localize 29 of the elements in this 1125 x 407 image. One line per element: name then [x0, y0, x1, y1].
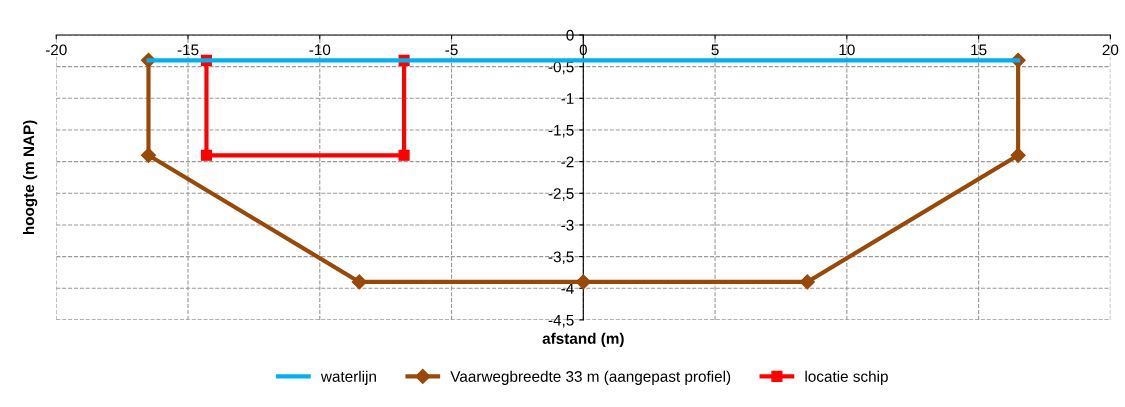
y-tick-label: -4,5: [548, 314, 574, 328]
legend-label: locatie schip: [805, 370, 888, 385]
x-tick-label: 10: [839, 44, 855, 56]
point: [200, 149, 213, 161]
y-tick-label: -3: [561, 219, 574, 231]
x-tick-label: 15: [971, 44, 987, 56]
point: [1010, 147, 1026, 163]
point: [575, 274, 591, 290]
x-tick-label: -5: [445, 44, 458, 56]
legend-label: Vaarwegbreedte 33 m (aangepast profiel): [450, 370, 731, 385]
x-tick-label: -20: [45, 44, 67, 56]
y-tick-label: -0,5: [548, 61, 574, 75]
point: [351, 274, 367, 290]
x-tick-label: 5: [711, 44, 719, 56]
y-tick-label: -2,5: [548, 188, 574, 201]
legend-label: waterlijn: [320, 370, 376, 385]
y-tick-label: -2: [561, 156, 574, 168]
y-tick-label: -1: [561, 93, 574, 104]
y-tick-label: -3,5: [548, 251, 574, 265]
x-tick-label: 20: [1102, 44, 1119, 56]
y-axis-title: hoogte (m NAP): [22, 120, 38, 235]
point: [398, 149, 410, 161]
y-tick-label: -1,5: [548, 124, 574, 138]
x-axis-title: afstand (m): [542, 332, 624, 347]
y-tick-label: -4: [561, 283, 574, 294]
point: [140, 147, 157, 163]
point: [799, 274, 815, 290]
x-tick-label: -15: [177, 44, 199, 56]
x-tick-label: -10: [309, 44, 331, 56]
